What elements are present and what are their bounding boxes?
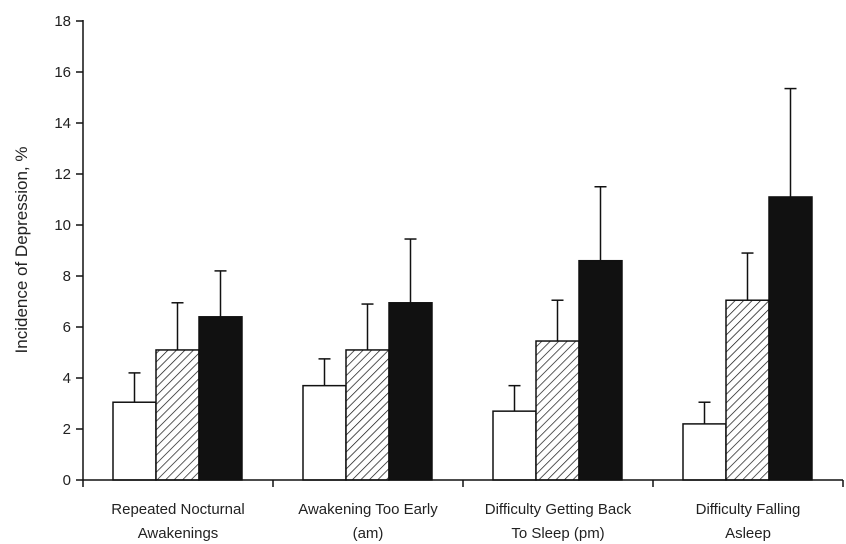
y-tick-label: 16: [54, 64, 71, 81]
bar-group: [492, 186, 623, 481]
x-category-label: Difficulty Falling: [696, 501, 801, 518]
bar-white: [302, 384, 347, 481]
y-tick-label: 4: [63, 370, 71, 387]
y-tick-label: 18: [54, 13, 71, 30]
x-category-label: (am): [353, 525, 384, 542]
bar-hatched: [345, 349, 390, 481]
y-axis-title: Incidence of Depression, %: [12, 147, 31, 354]
y-tick-label: 2: [63, 421, 71, 438]
bar-black: [768, 196, 813, 481]
bar-group: [112, 270, 243, 481]
bar-white: [492, 410, 537, 481]
x-category-label: To Sleep (pm): [511, 525, 604, 542]
x-category-label: Difficulty Getting Back: [485, 501, 632, 518]
bar-hatched: [155, 349, 200, 481]
bar-white: [682, 423, 727, 481]
y-tick-label: 8: [63, 268, 71, 285]
bar-hatched: [725, 299, 770, 481]
y-tick-label: 6: [63, 319, 71, 336]
plot-area: [112, 87, 813, 481]
bar-group: [682, 87, 813, 481]
y-tick-label: 12: [54, 166, 71, 183]
x-category-label: Awakening Too Early: [298, 501, 438, 518]
y-axis: 0 2 4 6 8 10 12 14 16 18: [54, 13, 84, 489]
bar-black: [198, 316, 243, 481]
x-category-label: Repeated Nocturnal: [111, 501, 244, 518]
bar-hatched: [535, 340, 580, 481]
y-tick-label: 14: [54, 115, 71, 132]
bar-white: [112, 401, 157, 481]
bar-black: [388, 302, 433, 481]
y-tick-label: 10: [54, 217, 71, 234]
bar-group: [302, 238, 433, 481]
x-category-label: Asleep: [725, 525, 771, 542]
y-tick-label: 0: [63, 472, 71, 489]
bar-black: [578, 259, 623, 481]
x-axis: Repeated Nocturnal Awakenings Awakening To…: [82, 479, 844, 542]
x-category-label: Awakenings: [138, 525, 219, 542]
